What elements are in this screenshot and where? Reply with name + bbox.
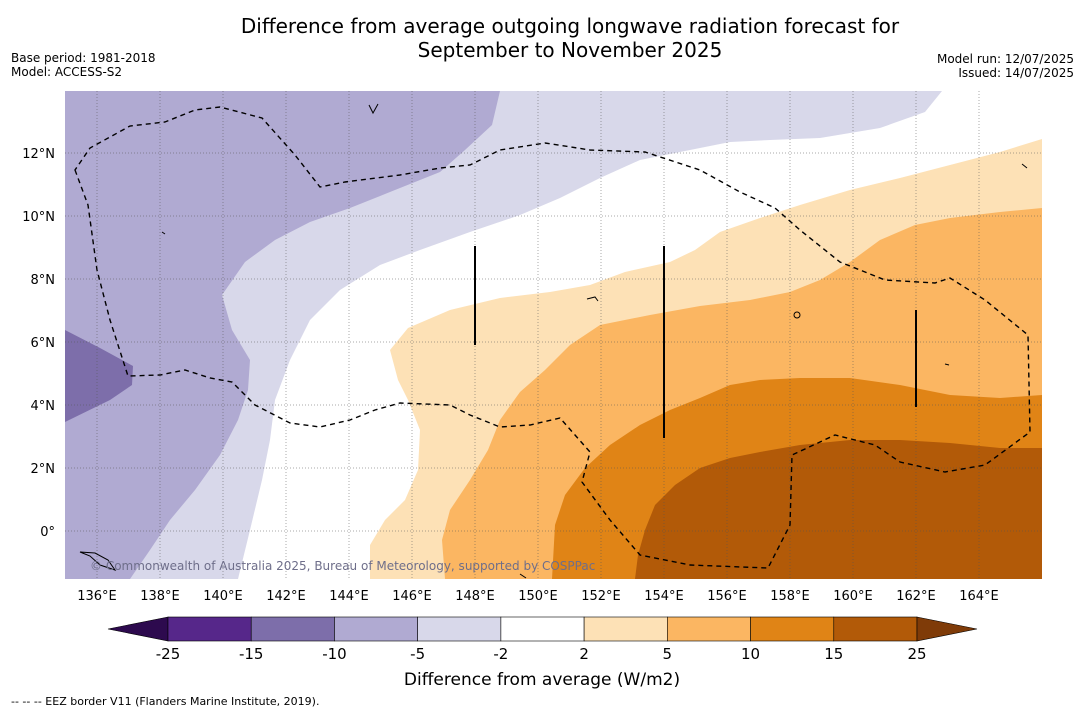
colorbar-swatch bbox=[833, 616, 918, 642]
colorbar: -25 -15 -10 -5 -2 2 5 10 15 25 bbox=[107, 616, 978, 663]
colorbar-swatch bbox=[667, 616, 751, 642]
model-run: Model run: 12/07/2025 bbox=[936, 52, 1074, 66]
base-info: Base period: 1981-2018 Model: ACCESS-S2 bbox=[11, 51, 156, 79]
copyright-notice: © Commonwealth of Australia 2025, Bureau… bbox=[90, 559, 595, 573]
colorbar-tick-label: -2 bbox=[493, 645, 508, 663]
band-minus15 bbox=[65, 330, 133, 422]
colorbar-tick-label: 2 bbox=[579, 645, 589, 663]
lon-label: 144°E bbox=[329, 589, 369, 604]
colorbar-swatch bbox=[500, 616, 585, 642]
colorbar-swatch bbox=[334, 616, 418, 642]
lon-label: 164°E bbox=[959, 589, 999, 604]
eez-footnote: -- -- -- EEZ border V11 (Flanders Marine… bbox=[11, 695, 320, 708]
lat-label: 4°N bbox=[31, 399, 56, 414]
colorbar-arrow-high bbox=[916, 616, 978, 642]
lon-label: 142°E bbox=[266, 589, 306, 604]
colorbar-swatch bbox=[750, 616, 835, 642]
lat-label: 6°N bbox=[31, 336, 56, 351]
colorbar-tick-label: 25 bbox=[907, 645, 926, 663]
model-name: Model: ACCESS-S2 bbox=[11, 65, 123, 79]
band-plus15 bbox=[635, 440, 1042, 579]
lon-label: 152°E bbox=[581, 589, 621, 604]
colorbar-tick-label: -25 bbox=[156, 645, 181, 663]
colorbar-swatch bbox=[250, 616, 335, 642]
map-title: Difference from average outgoing longwav… bbox=[0, 14, 1085, 62]
colorbar-tick-label: 5 bbox=[663, 645, 673, 663]
lon-label: 146°E bbox=[392, 589, 432, 604]
lat-label: 12°N bbox=[22, 147, 55, 162]
lat-label: 2°N bbox=[31, 462, 56, 477]
lon-label: 162°E bbox=[896, 589, 936, 604]
colorbar-swatch bbox=[583, 616, 668, 642]
colorbar-tick-label: 15 bbox=[824, 645, 843, 663]
land-features bbox=[79, 103, 1028, 579]
lon-label: 154°E bbox=[644, 589, 684, 604]
base-period: Base period: 1981-2018 bbox=[11, 51, 156, 65]
title-line-2: September to November 2025 bbox=[417, 38, 723, 62]
band-minus10 bbox=[65, 91, 500, 579]
lat-axis-labels: 12°N 10°N 8°N 6°N 4°N 2°N 0° bbox=[22, 147, 55, 540]
anomaly-field bbox=[65, 91, 1042, 579]
lon-label: 140°E bbox=[203, 589, 243, 604]
lat-label: 0° bbox=[40, 525, 55, 540]
lat-label: 8°N bbox=[31, 273, 56, 288]
lon-label: 138°E bbox=[140, 589, 180, 604]
colorbar-tick-label: -15 bbox=[239, 645, 264, 663]
colorbar-tick-label: -5 bbox=[410, 645, 425, 663]
colorbar-tick-label: 10 bbox=[741, 645, 760, 663]
colorbar-title: Difference from average (W/m2) bbox=[404, 670, 680, 690]
colorbar-tick-label: -10 bbox=[322, 645, 347, 663]
run-info: Model run: 12/07/2025 Issued: 14/07/2025 bbox=[937, 52, 1074, 80]
lon-label: 136°E bbox=[77, 589, 117, 604]
lon-label: 158°E bbox=[770, 589, 810, 604]
lat-label: 10°N bbox=[22, 210, 55, 225]
title-line-1: Difference from average outgoing longwav… bbox=[240, 14, 900, 38]
lon-label: 160°E bbox=[833, 589, 873, 604]
lon-axis-labels: 136°E 138°E 140°E 142°E 144°E 146°E 148°… bbox=[77, 589, 999, 604]
colorbar-swatch bbox=[417, 616, 502, 642]
lon-label: 150°E bbox=[518, 589, 558, 604]
eez-border-west bbox=[74, 106, 1031, 569]
eez-borders bbox=[74, 106, 1031, 569]
issued-date: Issued: 14/07/2025 bbox=[958, 66, 1074, 80]
lon-label: 148°E bbox=[455, 589, 495, 604]
colorbar-swatch bbox=[167, 616, 252, 642]
colorbar-arrow-low bbox=[107, 616, 169, 642]
lon-label: 156°E bbox=[707, 589, 747, 604]
